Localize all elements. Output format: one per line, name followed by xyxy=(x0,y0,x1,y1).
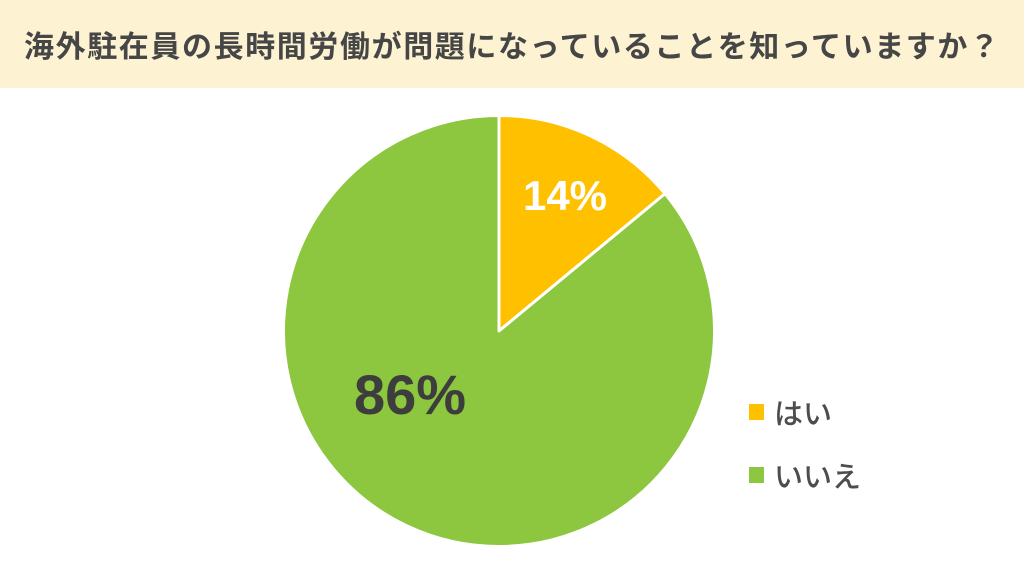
svg-text:14%: 14% xyxy=(523,172,607,219)
svg-text:86%: 86% xyxy=(354,363,466,426)
